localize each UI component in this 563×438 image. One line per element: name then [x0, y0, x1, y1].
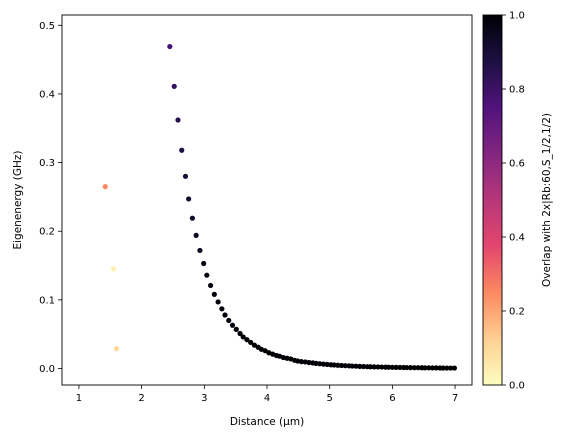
scatter-point	[222, 312, 228, 318]
scatter-point	[182, 173, 189, 179]
scatter-point	[451, 365, 458, 371]
scatter-point	[219, 306, 225, 312]
scatter-point	[407, 365, 414, 371]
scatter-point	[215, 299, 221, 305]
scatter-point	[440, 365, 446, 371]
scatter-point	[393, 364, 399, 370]
colorbar-tick-label: 0.0	[509, 381, 525, 392]
scatter-point	[186, 196, 192, 202]
scatter-point	[404, 364, 410, 371]
scatter-point	[324, 361, 330, 368]
scatter-point	[237, 330, 243, 337]
scatter-point	[179, 147, 185, 153]
plot-frame	[61, 14, 473, 386]
scatter-point	[175, 117, 181, 123]
scatter-point	[397, 364, 403, 371]
x-tick-label: 4	[264, 393, 270, 404]
scatter-point	[371, 364, 377, 370]
scatter-point	[306, 359, 312, 366]
scatter-point	[207, 282, 214, 289]
scatter-point	[102, 184, 108, 190]
colorbar-tick-label: 0.8	[509, 85, 525, 96]
scatter-point	[248, 339, 254, 346]
scatter-point	[167, 43, 173, 50]
scatter-point	[240, 334, 246, 340]
colorbar-gradient	[482, 14, 503, 386]
y-tick-label: 0.2	[39, 227, 55, 238]
scatter-point	[335, 362, 341, 368]
scatter-point	[171, 83, 177, 89]
scatter-point	[444, 365, 450, 371]
scatter-point	[317, 361, 323, 367]
scatter-point	[360, 363, 367, 370]
plot-area: 1 2 3 4 5 6 7 0.0 0.1 0.2 0.3 0.4 0.5	[39, 14, 473, 404]
x-tick-label: 1	[76, 393, 82, 404]
scatter-point	[415, 365, 421, 371]
x-tick-label: 3	[201, 393, 207, 404]
scatter-point	[433, 365, 439, 371]
scatter-point	[375, 364, 381, 370]
scatter-point	[389, 364, 395, 370]
scatter-point	[349, 363, 355, 369]
y-axis: 0.0 0.1 0.2 0.3 0.4 0.5	[39, 21, 62, 375]
colorbar: 0.0 0.2 0.4 0.6 0.8 1.0 Overlap with 2x|Rb:60…	[482, 11, 553, 392]
colorbar-tick-label: 0.4	[509, 233, 525, 244]
scatter-point	[233, 326, 239, 332]
scatter-point	[313, 360, 319, 366]
x-axis: 1 2 3 4 5 6 7	[76, 385, 458, 404]
scatter-point	[411, 365, 417, 371]
x-tick-label: 6	[389, 393, 395, 404]
colorbar-tick-label: 0.2	[509, 307, 525, 318]
x-tick-label: 5	[327, 393, 333, 404]
colorbar-label: Overlap with 2x|Rb:60,S_1/2,1/2)	[541, 113, 553, 287]
scatter-point	[422, 365, 428, 371]
scatter-point	[367, 364, 374, 370]
y-tick-label: 0.4	[39, 89, 55, 100]
x-tick-label: 7	[452, 393, 458, 404]
scatter-point	[379, 364, 385, 370]
colorbar-tick-label: 1.0	[509, 11, 525, 22]
scatter-point	[331, 362, 337, 368]
scatter-point	[211, 291, 217, 297]
scatter-point	[110, 266, 117, 272]
y-tick-label: 0.3	[39, 158, 55, 169]
colorbar-ticks: 0.0 0.2 0.4 0.6 0.8 1.0	[502, 11, 525, 392]
scatter-point	[353, 363, 359, 369]
scatter-point	[229, 322, 236, 328]
scatter-point	[320, 361, 327, 367]
scatter-point	[298, 359, 305, 365]
x-axis-label: Distance (µm)	[230, 416, 304, 428]
scatter-point	[342, 363, 348, 369]
scatter-point	[448, 365, 454, 371]
scatter-point	[204, 272, 210, 278]
scatter-point	[226, 317, 232, 324]
y-axis-label: Eigenenergy (GHz)	[12, 151, 24, 250]
colorbar-tick-label: 0.6	[509, 159, 525, 170]
scatter-point	[426, 365, 432, 371]
scatter-point	[386, 364, 392, 370]
scatter-point	[193, 232, 199, 238]
scatter-point	[339, 362, 345, 369]
scatter-point	[429, 365, 436, 371]
y-tick-label: 0.1	[39, 295, 55, 306]
scatter-point	[357, 363, 363, 369]
scatter-point	[197, 247, 203, 254]
scatter-point	[113, 346, 120, 352]
scatter-points	[102, 43, 458, 371]
scatter-point	[201, 260, 207, 267]
scatter-point	[244, 337, 250, 343]
scatter-point	[189, 215, 195, 221]
x-tick-label: 2	[138, 393, 144, 404]
y-tick-label: 0.5	[39, 21, 55, 32]
y-tick-label: 0.0	[39, 364, 55, 375]
